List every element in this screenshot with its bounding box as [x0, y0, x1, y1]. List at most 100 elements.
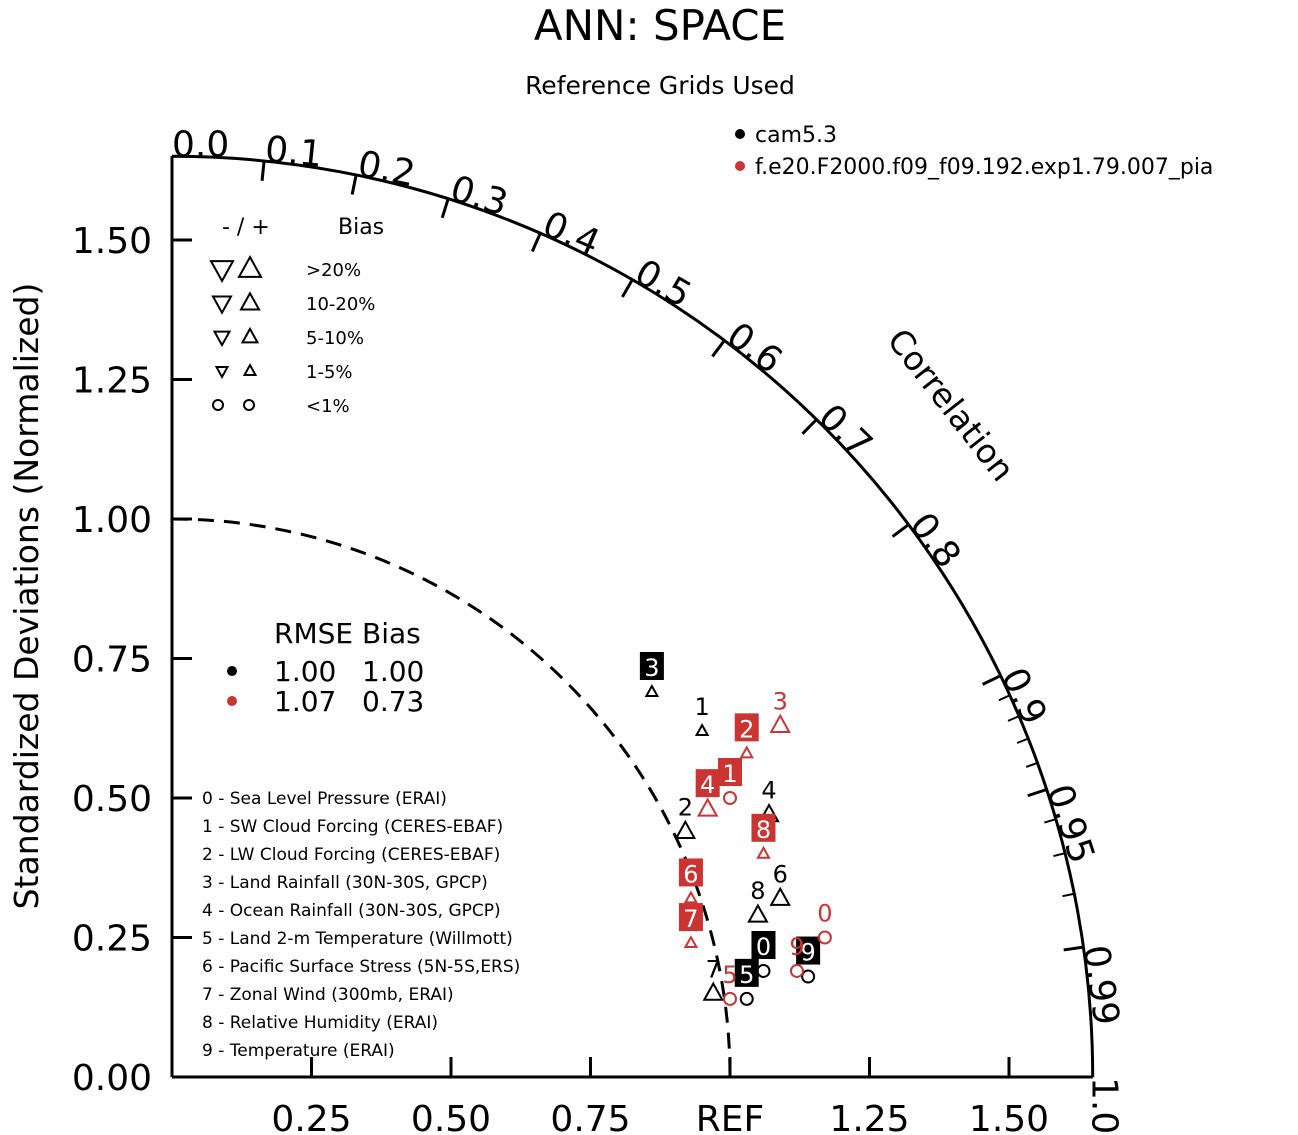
data-point: 0: [817, 900, 833, 945]
correlation-tick: [530, 232, 542, 253]
bias-legend-down-triangle: [211, 295, 233, 315]
variable-legend-item: 5 - Land 2-m Temperature (Willmott): [202, 929, 513, 949]
case-marker: [735, 129, 745, 139]
correlation-tick: [981, 674, 1002, 686]
correlation-tick: [891, 523, 910, 538]
correlation-tick-label: 0.3: [446, 168, 513, 224]
chart-title: ANN: SPACE: [534, 1, 786, 50]
data-point: 9: [796, 936, 821, 984]
correlation-tick-label: 0.1: [263, 129, 324, 176]
correlation-tick-label: 0.8: [901, 505, 968, 575]
bias-header-sign: - / +: [222, 215, 270, 240]
point-marker-circle: [739, 991, 754, 1006]
point-label-box: [734, 958, 759, 987]
left-tick-label: 0.75: [72, 640, 152, 681]
point-label: 8: [756, 816, 771, 844]
bias-legend-circle: [243, 399, 255, 411]
reference-arc: [171, 517, 732, 1078]
point-label: 5: [722, 961, 737, 989]
bottom-tick-label: 1.25: [829, 1099, 909, 1135]
point-label: 9: [789, 933, 804, 961]
point-marker-circle: [723, 791, 737, 805]
point-marker-triangle: [756, 845, 771, 859]
variable-legend-item: 0 - Sea Level Pressure (ERAI): [202, 789, 447, 809]
bias-legend-down-triangle: [214, 366, 230, 379]
bias-legend-label: 5-10%: [306, 328, 364, 349]
point-label-box: [678, 903, 703, 932]
correlation-tick: [350, 174, 358, 195]
outer-arc: [171, 154, 1095, 1078]
bias-legend-label: 10-20%: [306, 294, 375, 315]
correlation-tick-label: 0.99: [1075, 943, 1127, 1028]
variable-legend-item: 2 - LW Cloud Forcing (CERES-EBAF): [202, 845, 500, 865]
left-tick-label: 0.50: [72, 779, 152, 820]
data-point: 3: [769, 687, 791, 733]
correlation-minor-tick: [1062, 892, 1075, 898]
summary-header: RMSE Bias: [274, 617, 421, 650]
correlation-minor-tick: [1044, 818, 1057, 824]
case-marker: [735, 161, 745, 171]
correlation-tick-label: 0.4: [537, 204, 606, 264]
correlation-tick: [1063, 945, 1084, 952]
summary-bias: 0.73: [362, 685, 424, 718]
bias-legend-label: <1%: [306, 396, 350, 417]
point-marker-triangle: [674, 819, 697, 839]
summary-marker: [227, 696, 237, 706]
correlation-tick: [260, 160, 266, 181]
correlation-minor-tick: [1007, 715, 1020, 722]
bias-legend-down-triangle: [212, 330, 232, 348]
summary-rmse: 1.00: [274, 655, 336, 688]
point-marker-circle: [723, 991, 737, 1006]
correlation-tick: [621, 278, 634, 298]
bias-legend-up-triangle: [237, 255, 263, 278]
chart-subtitle: Reference Grids Used: [525, 71, 795, 100]
point-marker-triangle: [683, 890, 699, 904]
point-label: 4: [700, 771, 715, 799]
data-point: 2: [674, 793, 697, 839]
point-label: 6: [773, 860, 788, 888]
bottom-tick-label: 1.50: [969, 1099, 1049, 1135]
point-marker-triangle: [644, 683, 660, 697]
correlation-tick-label: 0.7: [810, 397, 880, 466]
bias-legend-label: >20%: [306, 260, 361, 281]
data-point: 5: [734, 958, 759, 1006]
bias-legend-circle: [212, 399, 224, 411]
point-label: 7: [706, 955, 721, 983]
bias-legend-down-triangle: [209, 260, 235, 283]
correlation-tick: [440, 198, 450, 219]
y-axis-label: Standardized Deviations (Normalized): [7, 283, 46, 910]
point-marker-triangle: [747, 903, 769, 923]
correlation-tick-label: 0.95: [1038, 780, 1102, 869]
point-label: 0: [756, 933, 771, 961]
data-point: 7: [702, 955, 724, 1001]
variable-legend-item: 7 - Zonal Wind (300mb, ERAI): [202, 985, 454, 1005]
ref-label: REF: [696, 1099, 764, 1135]
point-label-box: [751, 813, 776, 842]
bias-header-label: Bias: [338, 215, 384, 240]
left-tick-label: 1.50: [72, 221, 152, 262]
data-point: 6: [769, 860, 791, 906]
point-label: 7: [683, 905, 698, 933]
point-label: 2: [739, 715, 754, 743]
data-point: 5: [722, 961, 738, 1006]
data-point: 7: [678, 903, 703, 949]
data-point: 1: [718, 758, 742, 805]
point-label-box: [734, 713, 759, 742]
correlation-tick: [711, 339, 726, 358]
point-label: 8: [750, 877, 765, 905]
data-point: 2: [734, 713, 759, 759]
correlation-tick: [1027, 788, 1048, 798]
axes: 0.000.250.500.751.001.251.500.25 0.50 0.75…: [72, 124, 1127, 1135]
correlation-label: Correlation: [880, 321, 1023, 488]
correlation-tick-label: 0.0: [172, 124, 229, 165]
variable-legend-item: 9 - Temperature (ERAI): [202, 1041, 395, 1061]
point-marker-triangle: [769, 886, 791, 906]
bias-legend-label: 1-5%: [306, 362, 353, 383]
point-label: 9: [800, 939, 815, 967]
variable-legend-item: 6 - Pacific Surface Stress (5N-5S,ERS): [202, 957, 520, 977]
variable-legend-item: 1 - SW Cloud Forcing (CERES-EBAF): [202, 817, 503, 837]
correlation-tick-label: 0.9: [993, 662, 1055, 731]
point-label: 6: [683, 860, 698, 888]
